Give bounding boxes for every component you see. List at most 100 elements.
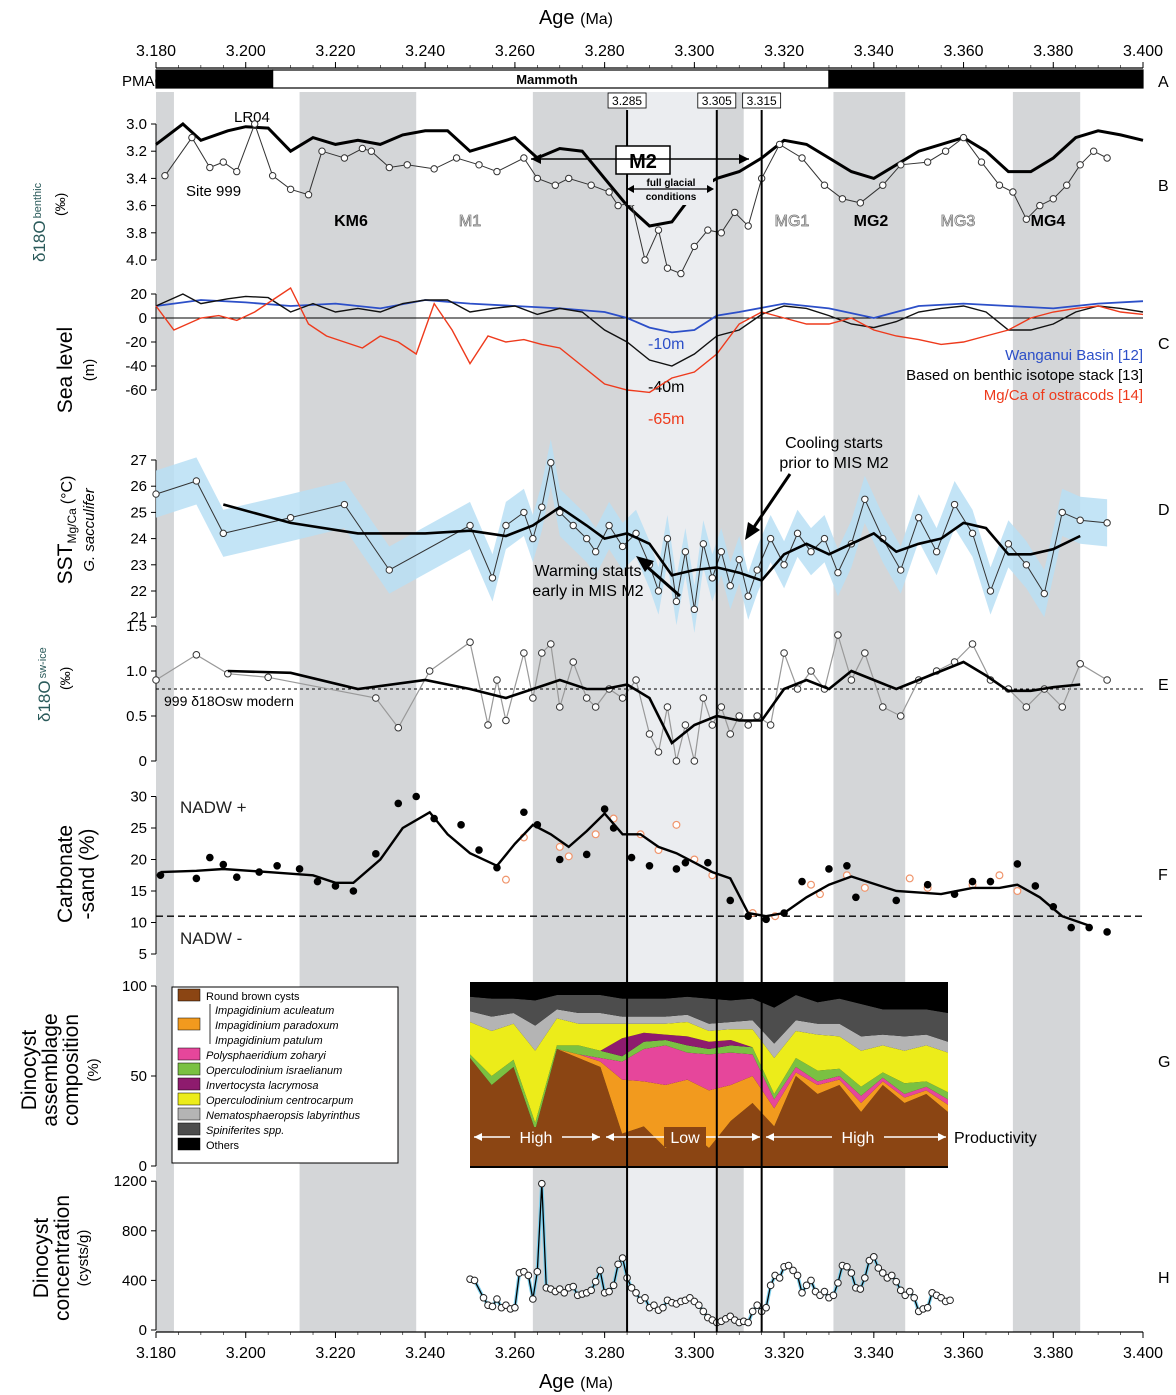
- bottom-tick-label: 3.200: [226, 1345, 266, 1362]
- benthic-stack-line: [155, 293, 1144, 367]
- carbonate-point: [475, 846, 483, 854]
- d18osw-point: [793, 685, 802, 693]
- m2-box: [615, 145, 671, 175]
- panel-e-tick-label: 0.5: [126, 708, 147, 725]
- d18osw-point: [780, 649, 788, 657]
- site999-point: [493, 167, 501, 176]
- productivity-arrow-right-icon: [938, 1133, 946, 1141]
- d18osw-point: [372, 694, 380, 702]
- panel-letter: H: [1158, 1270, 1170, 1287]
- d18osw-point: [663, 703, 672, 711]
- d18osw-point: [878, 703, 887, 711]
- concentration-point: [511, 1303, 519, 1312]
- mgca-line: [155, 286, 1144, 394]
- concentration-point: [587, 1286, 595, 1295]
- panel-g-tick-label: 50: [130, 1068, 147, 1085]
- sst-point: [529, 534, 537, 543]
- stage-mg3: MG3: [941, 213, 976, 230]
- panel-c-tick-label: 0: [139, 310, 147, 327]
- annot-nadw-plus: NADW +: [180, 798, 247, 817]
- site999-point: [959, 133, 968, 142]
- panel-c-tick-label: -60: [125, 382, 147, 399]
- site999-point: [251, 120, 259, 128]
- productivity-label-bg: [832, 1127, 884, 1147]
- svg-text:(‰): (‰): [52, 193, 68, 216]
- warming-arrowhead-icon: [636, 556, 654, 572]
- d18osw-smoothed-line: [227, 660, 1081, 746]
- carbonate-point: [950, 890, 959, 898]
- panel-d-ylabel: SSTMg/Ca(°C) G. sacculifer: [54, 476, 98, 585]
- panel-c-sea-level: Sea level (m) -10m -40m -65m Wanganui Ba…: [54, 286, 1144, 428]
- sst-point: [219, 529, 227, 538]
- cooling-arrowhead-icon: [745, 522, 760, 540]
- series-label-lr04: LR04: [234, 109, 270, 126]
- dinocyst-area-impagidinium-aculeatum: [470, 1049, 948, 1148]
- concentration-point: [905, 1287, 914, 1296]
- concentration-point: [533, 1267, 542, 1276]
- glacial-note-bg: [628, 177, 713, 205]
- site999-point: [1063, 181, 1071, 189]
- stage-km6: KM6: [334, 213, 368, 230]
- site999-point: [188, 133, 196, 142]
- sst-point: [605, 521, 613, 530]
- productivity-label: High: [842, 1130, 875, 1147]
- concentration-point: [699, 1307, 708, 1316]
- series-label-site999: Site 999: [186, 183, 241, 200]
- vertical-line-label: 3.285: [612, 94, 642, 108]
- carbonate-point: [968, 877, 977, 886]
- panel-e-tick-label: 1.5: [126, 618, 147, 635]
- site999-point: [897, 161, 905, 169]
- site999-point: [452, 154, 461, 162]
- sst-point: [699, 540, 708, 548]
- sst-point: [735, 555, 743, 564]
- d18osw-point: [672, 757, 681, 765]
- concentration-point: [618, 1254, 627, 1262]
- concentration-point: [650, 1301, 658, 1309]
- panel-d-tick-label: 26: [130, 478, 147, 495]
- concentration-point: [807, 1276, 815, 1285]
- svg-text:(m): (m): [81, 359, 98, 382]
- svg-text:δ18Osw-ice: δ18Osw-ice: [35, 647, 54, 722]
- sst-point: [152, 490, 160, 498]
- vertical-line-box: [697, 92, 737, 109]
- sst-point: [950, 500, 959, 509]
- site999-point: [587, 181, 595, 189]
- panel-h-tick-label: 1200: [114, 1173, 147, 1190]
- concentration-point: [870, 1253, 878, 1261]
- concentration-point: [641, 1293, 649, 1302]
- site999-point: [717, 229, 725, 237]
- legend-entry: Others: [206, 1140, 240, 1152]
- productivity-arrow-left-icon: [474, 1133, 482, 1141]
- bottom-tick-label: 3.380: [1033, 1345, 1073, 1362]
- productivity-label: Low: [670, 1130, 700, 1147]
- d18osw-point: [555, 703, 564, 711]
- carbonate-point: [726, 896, 735, 905]
- site999-point: [219, 158, 227, 166]
- top-tick-label: 3.180: [136, 43, 176, 60]
- top-tick-label: 3.340: [854, 43, 894, 60]
- top-tick-label: 3.400: [1123, 43, 1163, 60]
- dinocyst-area-nematosphaeropsis-labyrinthus: [470, 1009, 948, 1058]
- carbonate-point: [313, 877, 322, 886]
- d18osw-point: [699, 694, 708, 702]
- site999-point: [879, 181, 887, 189]
- carbonate-point: [349, 887, 358, 895]
- legend-entry: Impagidinium paradoxum: [215, 1020, 339, 1032]
- productivity-arrows: High Low High Productivity: [474, 1127, 1037, 1147]
- modern-ref-label: 999 δ18Osw modern: [164, 693, 294, 709]
- svg-text:composition: composition: [60, 1014, 83, 1126]
- site999-point: [340, 154, 349, 162]
- dinocyst-area-others: [470, 986, 948, 1013]
- mammoth-label: Mammoth: [516, 72, 577, 87]
- carbonate-point: [600, 805, 609, 813]
- sst-point: [591, 548, 600, 556]
- panel-b-tick-label: 3.8: [126, 225, 147, 242]
- panel-b-tick-label: 3.6: [126, 198, 147, 215]
- carbonate-open-point: [591, 830, 600, 839]
- carbonate-point: [232, 873, 241, 881]
- vertical-line-label: 3.305: [702, 94, 732, 108]
- site999-point: [614, 201, 622, 210]
- carbonate-point: [273, 862, 281, 870]
- concentration-point: [560, 1289, 569, 1297]
